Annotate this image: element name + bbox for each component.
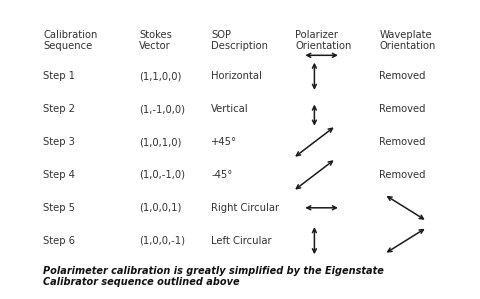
Text: Step 6: Step 6: [43, 236, 75, 246]
Text: Left Circular: Left Circular: [211, 236, 272, 246]
Text: (1,-1,0,0): (1,-1,0,0): [139, 104, 185, 114]
Text: Calibration
Sequence: Calibration Sequence: [43, 30, 97, 51]
Text: Stokes
Vector: Stokes Vector: [139, 30, 172, 51]
Text: Polarizer
Orientation: Polarizer Orientation: [295, 30, 351, 51]
Text: SOP
Description: SOP Description: [211, 30, 268, 51]
Text: Removed: Removed: [379, 71, 426, 81]
Text: Step 4: Step 4: [43, 170, 75, 180]
Text: (1,0,-1,0): (1,0,-1,0): [139, 170, 185, 180]
Text: (1,1,0,0): (1,1,0,0): [139, 71, 181, 81]
Text: (1,0,0,-1): (1,0,0,-1): [139, 236, 185, 246]
Text: Right Circular: Right Circular: [211, 203, 279, 213]
Text: Polarimeter calibration is greatly simplified by the Eigenstate
Calibrator seque: Polarimeter calibration is greatly simpl…: [43, 266, 384, 287]
Text: Vertical: Vertical: [211, 104, 249, 114]
Text: +45°: +45°: [211, 137, 237, 147]
Text: Horizontal: Horizontal: [211, 71, 262, 81]
Text: Step 5: Step 5: [43, 203, 75, 213]
Text: (1,0,0,1): (1,0,0,1): [139, 203, 181, 213]
Text: Removed: Removed: [379, 104, 426, 114]
Text: Step 3: Step 3: [43, 137, 75, 147]
Text: Removed: Removed: [379, 137, 426, 147]
Text: -45°: -45°: [211, 170, 233, 180]
Text: Step 2: Step 2: [43, 104, 75, 114]
Text: (1,0,1,0): (1,0,1,0): [139, 137, 181, 147]
Text: Waveplate
Orientation: Waveplate Orientation: [379, 30, 435, 51]
Text: Removed: Removed: [379, 170, 426, 180]
Text: Step 1: Step 1: [43, 71, 75, 81]
